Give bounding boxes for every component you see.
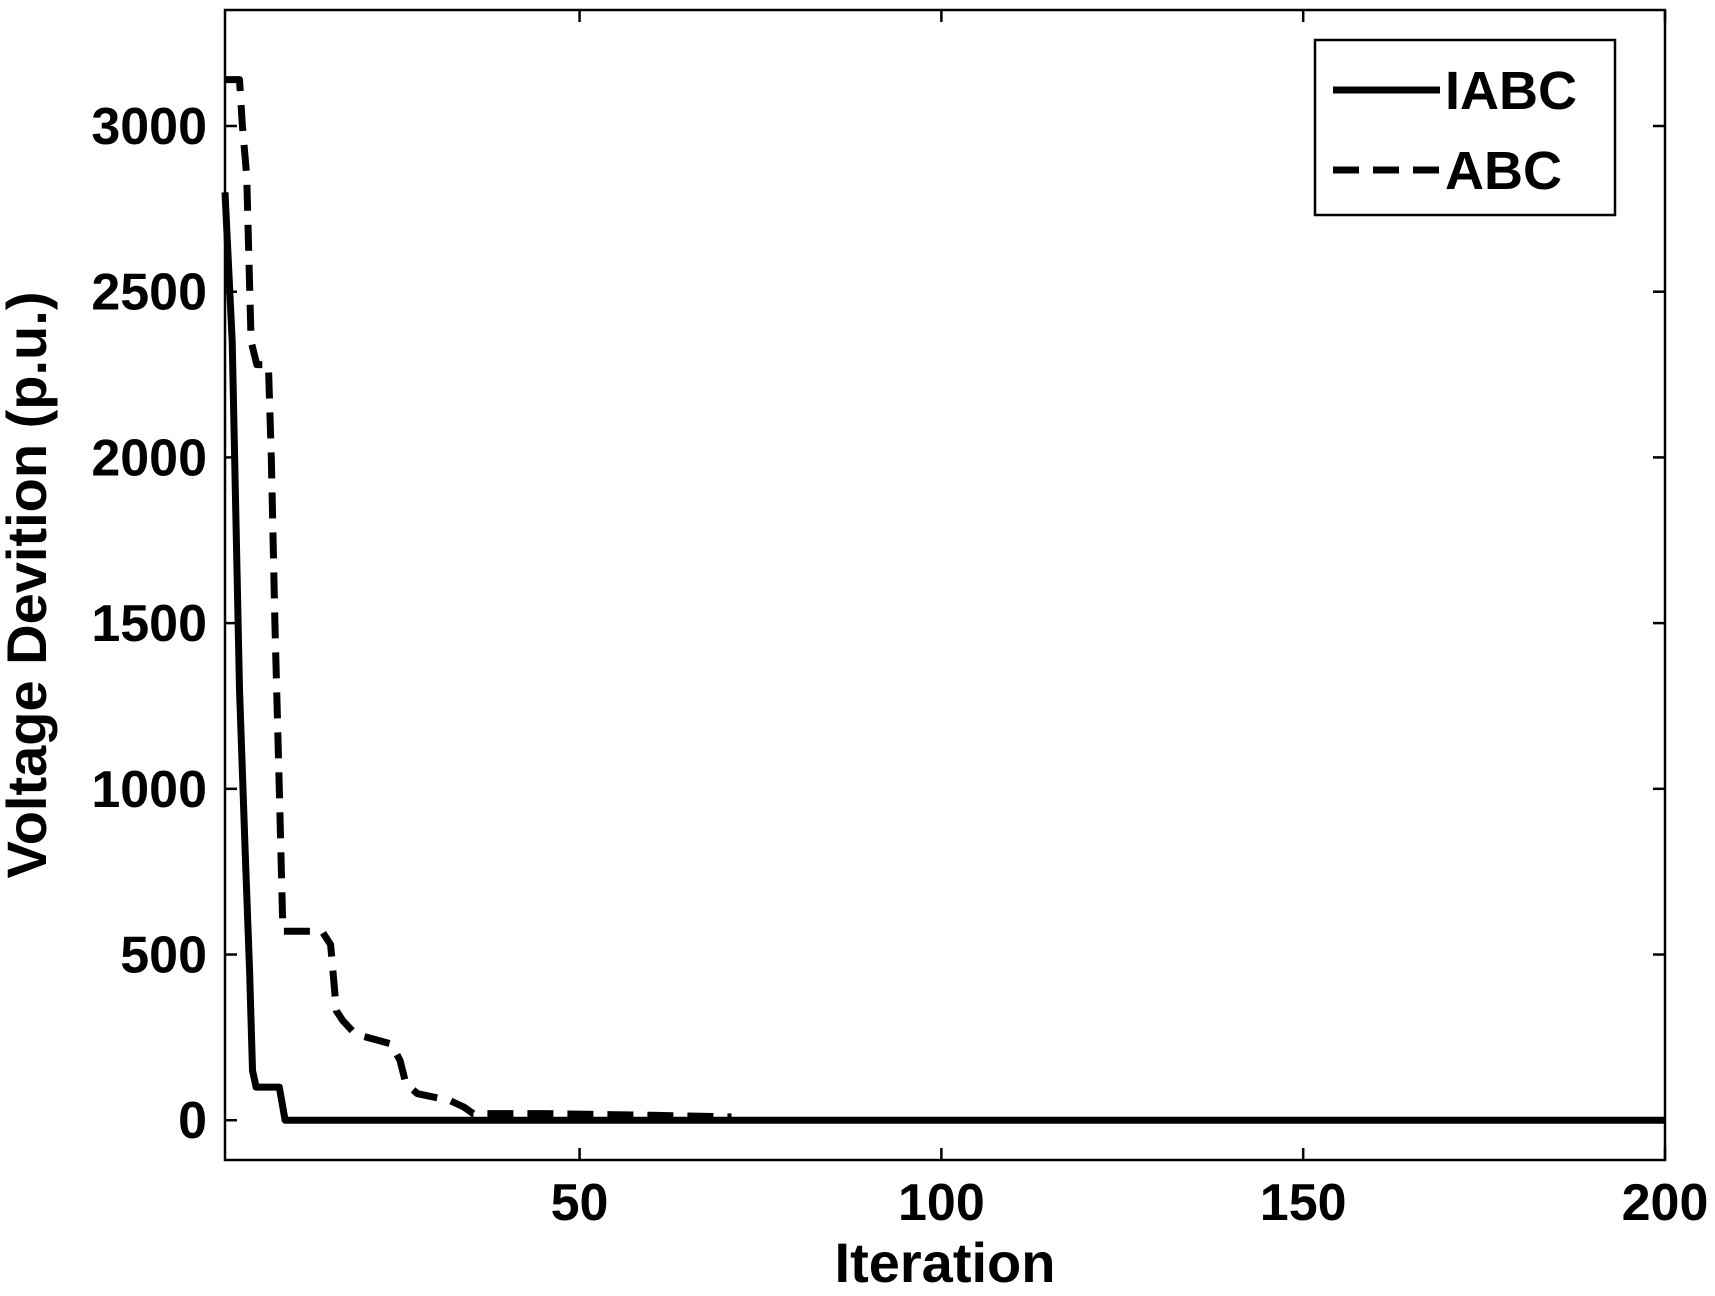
y-tick-label: 1500 — [91, 595, 207, 653]
x-tick-label: 50 — [551, 1174, 609, 1232]
x-axis-label: Iteration — [835, 1231, 1056, 1294]
y-axis-label: Voltage Devition (p.u.) — [0, 292, 58, 879]
legend: IABC ABC — [1313, 38, 1617, 217]
y-tick-label: 500 — [120, 927, 207, 985]
x-tick-label: 150 — [1260, 1174, 1347, 1232]
y-tick-label: 2500 — [91, 264, 207, 322]
legend-label-iabc: IABC — [1445, 61, 1577, 121]
y-tick-label: 0 — [178, 1092, 207, 1150]
legend-label-abc: ABC — [1445, 141, 1562, 201]
y-tick-label: 2000 — [91, 429, 207, 487]
x-tick-label: 100 — [898, 1174, 985, 1232]
legend-box — [1313, 38, 1617, 217]
y-tick-label: 1000 — [91, 761, 207, 819]
series-line-iabc — [221, 192, 1665, 1124]
plot-frame — [223, 8, 1667, 1162]
series-line-abc — [225, 76, 732, 1121]
y-tick-label: 3000 — [91, 98, 207, 156]
x-tick-label: 200 — [1622, 1174, 1709, 1232]
series-layer — [221, 76, 1665, 1124]
